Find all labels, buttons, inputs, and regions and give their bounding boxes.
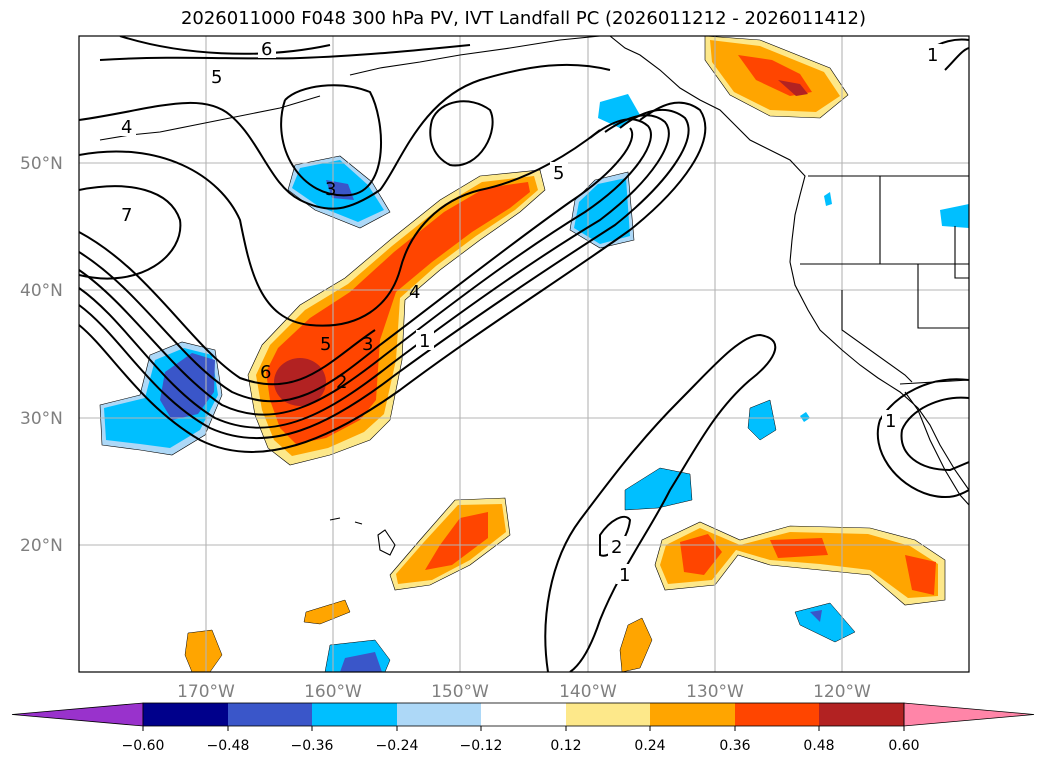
colorbar-extend-min bbox=[11, 702, 144, 727]
colorbar-bin bbox=[397, 703, 481, 726]
pv-contour-8 bbox=[79, 129, 601, 327]
map-title: 2026011000 F048 300 hPa PV, IVT Landfall… bbox=[180, 8, 867, 29]
colorbar-tick-label: −0.48 bbox=[207, 738, 250, 754]
colorbar-tick-label: −0.60 bbox=[122, 738, 165, 754]
positive-patch-small-1 bbox=[303, 599, 351, 625]
colorbar-bin bbox=[228, 703, 312, 726]
colorbar-extend-max bbox=[903, 702, 1035, 727]
contour-label: 5 bbox=[211, 67, 222, 88]
longitude-labels: 170°W 160°W 150°W 140°W 130°W 120°W bbox=[177, 682, 871, 702]
positive-patch-hawaii-core bbox=[425, 512, 488, 570]
positive-plume-core bbox=[274, 358, 326, 406]
contour-label: 4 bbox=[409, 282, 420, 303]
pv-contour-12 bbox=[280, 84, 383, 197]
colorbar-tick-label: 0.48 bbox=[803, 738, 834, 754]
baja-peninsula bbox=[904, 391, 969, 506]
colorbar-bin bbox=[735, 703, 819, 726]
pv-contour-7 bbox=[79, 185, 182, 280]
colorbar-tick-label: −0.36 bbox=[291, 738, 334, 754]
contour-label: 3 bbox=[362, 334, 373, 355]
pv-contour-3 bbox=[79, 114, 670, 429]
us-state-line-4 bbox=[954, 226, 969, 279]
latitude-labels: 50°N 40°N 30°N 20°N bbox=[20, 154, 63, 556]
positive-plume-red bbox=[266, 182, 530, 444]
hawaii-islands bbox=[329, 517, 396, 556]
pv-contour-5 bbox=[79, 127, 634, 403]
negative-patch-tiny-2 bbox=[824, 192, 832, 206]
pv-contours bbox=[79, 36, 969, 672]
lon-label: 150°W bbox=[431, 682, 489, 702]
positive-patch-small-2 bbox=[619, 617, 653, 672]
lat-label: 20°N bbox=[20, 536, 63, 556]
colorbar-frame bbox=[142, 702, 905, 727]
contour-label: 1 bbox=[619, 565, 630, 586]
negative-patch-small-b bbox=[794, 602, 856, 643]
lon-label: 120°W bbox=[813, 682, 871, 702]
pv-contour-1 bbox=[79, 101, 707, 453]
pv-contour-13 bbox=[429, 100, 494, 167]
colorbar-tick-label: 0.36 bbox=[719, 738, 750, 754]
pv-contour-19 bbox=[944, 47, 969, 71]
colorbar-bin bbox=[312, 703, 397, 726]
north-america-coast bbox=[609, 36, 969, 491]
ivt-shading bbox=[99, 36, 969, 672]
positive-patch-ne-max bbox=[778, 80, 808, 96]
us-state-line-3 bbox=[917, 264, 969, 329]
colorbar-tick-label: −0.12 bbox=[460, 738, 503, 754]
negative-patch-se-outer bbox=[624, 467, 693, 511]
lat-label: 50°N bbox=[20, 154, 63, 174]
pv-contour-2 bbox=[79, 108, 690, 440]
lat-label: 30°N bbox=[20, 409, 63, 429]
lon-label: 130°W bbox=[686, 682, 744, 702]
pv-contour-9 bbox=[79, 63, 611, 210]
contour-label: 1 bbox=[419, 331, 430, 352]
contour-label: 2 bbox=[611, 537, 622, 558]
negative-patch-tiny-1 bbox=[800, 412, 810, 422]
map-border bbox=[78, 35, 970, 673]
contour-label: 7 bbox=[121, 205, 132, 226]
contour-label: 5 bbox=[320, 334, 331, 355]
colorbar-tick-label: 0.12 bbox=[550, 738, 581, 754]
colorbar-bin bbox=[650, 703, 735, 726]
pv-contour-10 bbox=[99, 44, 471, 61]
negative-patch-east-edge bbox=[940, 204, 969, 228]
pv-contour-4 bbox=[79, 118, 652, 416]
contour-label: 1 bbox=[885, 411, 896, 432]
colorbar-tick-label: 0.24 bbox=[634, 738, 665, 754]
pv-contour-6 bbox=[79, 231, 376, 386]
pv-contour-labels: 6 5 4 7 3 5 6 5 3 2 4 1 2 1 1 1 bbox=[118, 38, 942, 586]
contour-label: 2 bbox=[336, 372, 347, 393]
colorbar-ticks bbox=[142, 726, 905, 731]
lon-label: 140°W bbox=[559, 682, 617, 702]
colorbar-bin bbox=[819, 703, 904, 726]
pv-contour-11 bbox=[119, 36, 331, 55]
contour-label: 6 bbox=[260, 362, 271, 383]
gridlines bbox=[79, 36, 969, 672]
colorbar-bin bbox=[143, 703, 228, 726]
negative-patch-small-a bbox=[747, 399, 777, 441]
colorbar-tick-label: −0.24 bbox=[376, 738, 419, 754]
positive-band-south-core bbox=[680, 534, 936, 595]
lon-label: 160°W bbox=[304, 682, 362, 702]
negative-patch-small-b-core bbox=[810, 610, 822, 622]
alaska-coast bbox=[349, 36, 601, 76]
contour-label: 5 bbox=[553, 163, 564, 184]
colorbar-bin bbox=[566, 703, 650, 726]
us-state-line-5 bbox=[841, 290, 913, 383]
contour-label: 3 bbox=[325, 179, 336, 200]
pv-contour-15 bbox=[599, 515, 632, 557]
colorbar-bin bbox=[481, 703, 566, 726]
contour-label: 1 bbox=[927, 45, 938, 66]
contour-label: 6 bbox=[261, 39, 272, 60]
colorbar: −0.60 −0.48 −0.36 −0.24 −0.12 0.12 0.24 … bbox=[11, 702, 1035, 754]
positive-patch-sw bbox=[184, 629, 223, 672]
pv-contour-17 bbox=[900, 396, 969, 472]
lon-label: 170°W bbox=[177, 682, 235, 702]
lat-label: 40°N bbox=[20, 281, 63, 301]
pv-contour-16 bbox=[876, 378, 969, 499]
negative-patch-south-core bbox=[340, 652, 382, 672]
contour-label: 4 bbox=[121, 117, 132, 138]
colorbar-tick-label: 0.60 bbox=[888, 738, 919, 754]
